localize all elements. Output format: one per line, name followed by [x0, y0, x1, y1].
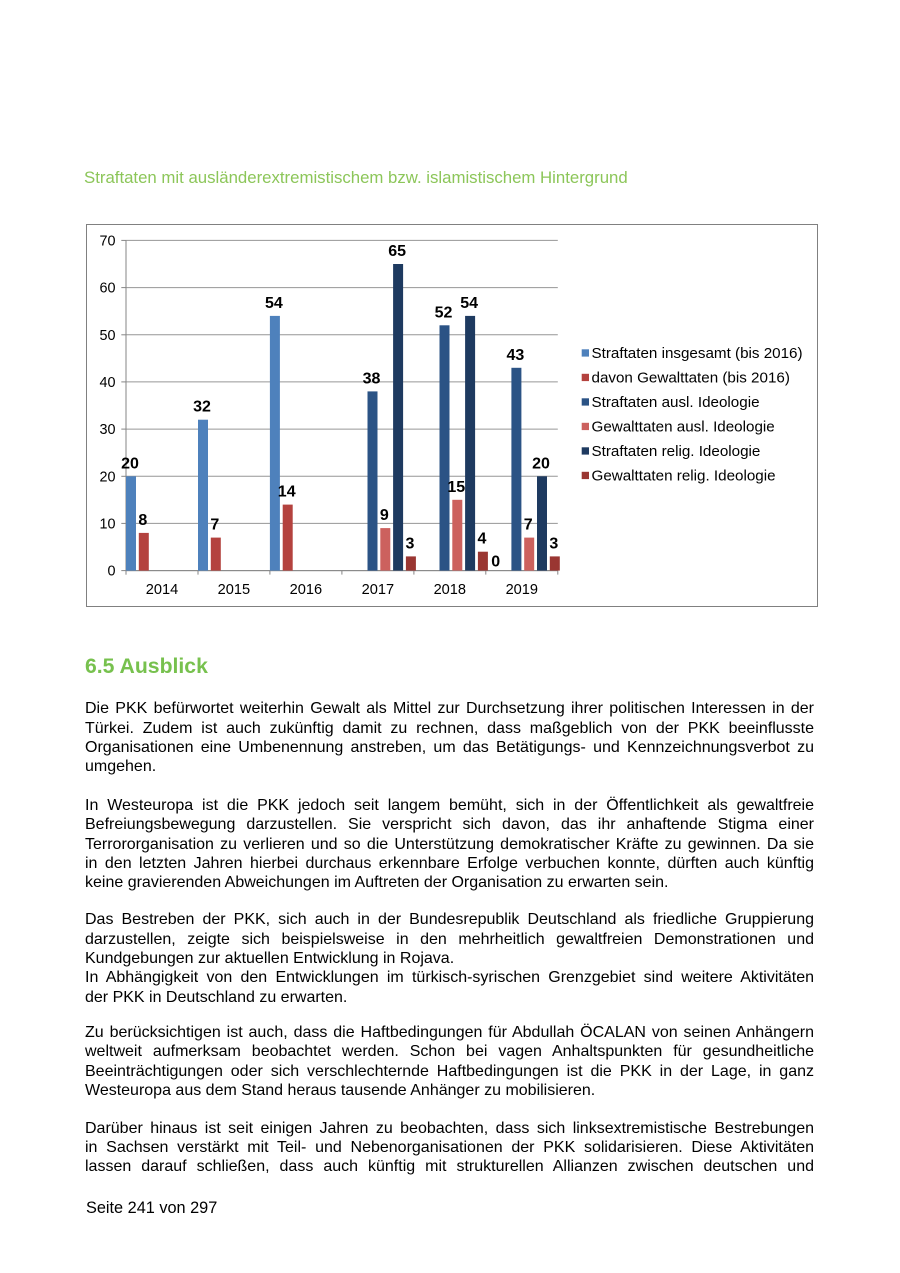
svg-text:52: 52 — [435, 304, 453, 321]
svg-text:20: 20 — [99, 469, 115, 485]
svg-text:30: 30 — [99, 422, 115, 438]
svg-text:Gewalttaten ausl. Ideologie: Gewalttaten ausl. Ideologie — [592, 419, 775, 436]
svg-text:7: 7 — [524, 517, 533, 534]
svg-text:2019: 2019 — [506, 582, 538, 598]
svg-text:70: 70 — [99, 234, 115, 250]
svg-text:3: 3 — [405, 535, 414, 552]
svg-text:8: 8 — [138, 512, 147, 529]
svg-text:Straftaten insgesamt (bis 2016: Straftaten insgesamt (bis 2016) — [592, 345, 803, 362]
svg-text:7: 7 — [210, 517, 219, 534]
svg-text:9: 9 — [380, 507, 389, 524]
svg-text:2015: 2015 — [218, 582, 250, 598]
svg-text:50: 50 — [99, 328, 115, 344]
svg-text:Straftaten ausl. Ideologie: Straftaten ausl. Ideologie — [592, 394, 760, 411]
svg-text:32: 32 — [193, 399, 211, 416]
svg-text:2017: 2017 — [362, 582, 394, 598]
svg-text:4: 4 — [477, 531, 486, 548]
svg-text:Gewalttaten relig. Ideologie: Gewalttaten relig. Ideologie — [592, 468, 776, 485]
svg-text:davon Gewalttaten (bis 2016): davon Gewalttaten (bis 2016) — [592, 370, 790, 387]
svg-text:14: 14 — [278, 484, 296, 501]
svg-text:65: 65 — [388, 243, 406, 260]
svg-text:43: 43 — [507, 347, 525, 364]
svg-text:2016: 2016 — [290, 582, 322, 598]
svg-text:54: 54 — [265, 295, 283, 312]
svg-text:38: 38 — [363, 370, 381, 387]
svg-text:0: 0 — [107, 564, 115, 580]
svg-text:3: 3 — [549, 535, 558, 552]
svg-text:20: 20 — [121, 455, 139, 472]
svg-text:2014: 2014 — [146, 582, 178, 598]
svg-text:40: 40 — [99, 375, 115, 391]
svg-text:Straftaten relig. Ideologie: Straftaten relig. Ideologie — [592, 443, 761, 460]
svg-text:10: 10 — [99, 517, 115, 533]
svg-text:20: 20 — [532, 455, 550, 472]
svg-text:0: 0 — [491, 553, 500, 570]
svg-text:15: 15 — [447, 479, 465, 496]
svg-text:60: 60 — [99, 281, 115, 297]
svg-text:2018: 2018 — [434, 582, 466, 598]
svg-text:54: 54 — [460, 295, 478, 312]
